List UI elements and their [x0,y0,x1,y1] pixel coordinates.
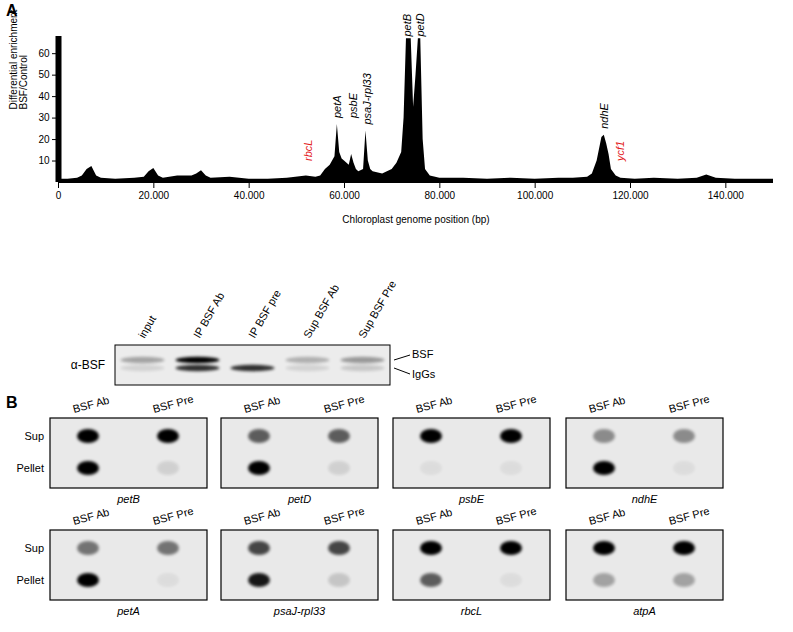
svg-text:psaJ-rpl33: psaJ-rpl33 [361,72,373,125]
svg-text:BSF Pre: BSF Pre [322,505,365,527]
svg-text:BSF Ab: BSF Ab [71,506,110,527]
svg-text:20.000: 20.000 [139,190,170,201]
svg-text:80.000: 80.000 [425,190,456,201]
svg-text:psbE: psbE [347,92,359,119]
svg-text:BSF Pre: BSF Pre [322,393,365,415]
svg-text:petA: petA [116,605,140,617]
svg-text:BSF Pre: BSF Pre [667,393,710,415]
svg-text:Sup: Sup [24,542,44,554]
svg-text:B: B [6,394,18,411]
svg-text:40.000: 40.000 [234,190,265,201]
svg-text:ycf1: ycf1 [614,141,626,162]
svg-text:BSF Pre: BSF Pre [494,505,537,527]
svg-text:BSF Ab: BSF Ab [414,394,453,415]
svg-text:BSF Ab: BSF Ab [242,506,281,527]
svg-text:Sup BSF Pre: Sup BSF Pre [356,278,398,340]
svg-text:Differential enrichmentBSF/Con: Differential enrichmentBSF/Control [8,9,29,109]
svg-text:120.000: 120.000 [612,190,649,201]
svg-text:140.000: 140.000 [708,190,745,201]
svg-text:Pellet: Pellet [16,574,44,586]
svg-text:BSF Pre: BSF Pre [151,505,194,527]
svg-text:60.000: 60.000 [329,190,360,201]
svg-text:IP BSF pre: IP BSF pre [246,288,283,340]
svg-text:10: 10 [38,155,50,166]
svg-text:input: input [136,313,158,340]
svg-text:psaJ-rpl33: psaJ-rpl33 [273,605,326,617]
svg-text:rbcL: rbcL [461,605,482,617]
svg-text:atpA: atpA [633,605,656,617]
svg-text:30: 30 [38,112,50,123]
svg-text:ndhE: ndhE [632,493,658,505]
svg-text:rbcL: rbcL [302,140,314,161]
svg-text:BSF Ab: BSF Ab [587,506,626,527]
svg-text:petA: petA [331,95,343,119]
svg-text:0: 0 [56,190,62,201]
svg-text:ndhE: ndhE [598,102,610,128]
svg-text:Sup: Sup [24,430,44,442]
svg-text:Sup BSF Ab: Sup BSF Ab [301,282,341,340]
svg-text:Chloroplast genome position (b: Chloroplast genome position (bp) [342,214,489,225]
svg-text:BSF Ab: BSF Ab [242,394,281,415]
svg-text:20: 20 [38,134,50,145]
svg-text:BSF: BSF [412,348,434,360]
svg-text:60: 60 [38,48,50,59]
svg-text:IP BSF Ab: IP BSF Ab [191,290,227,340]
svg-text:50: 50 [38,69,50,80]
svg-text:IgGs: IgGs [412,368,436,380]
svg-text:BSF Pre: BSF Pre [667,505,710,527]
svg-text:BSF Pre: BSF Pre [151,393,194,415]
svg-text:40: 40 [38,91,50,102]
svg-text:petD: petD [287,493,311,505]
svg-text:α-BSF: α-BSF [71,358,105,372]
svg-text:Pellet: Pellet [16,462,44,474]
svg-text:petD: petD [414,13,426,37]
svg-text:psbE: psbE [458,493,485,505]
svg-text:BSF Pre: BSF Pre [494,393,537,415]
svg-text:petB: petB [116,493,140,505]
svg-text:petB: petB [401,14,413,38]
svg-text:BSF Ab: BSF Ab [71,394,110,415]
svg-text:100.000: 100.000 [517,190,554,201]
svg-text:BSF Ab: BSF Ab [587,394,626,415]
svg-text:BSF Ab: BSF Ab [414,506,453,527]
